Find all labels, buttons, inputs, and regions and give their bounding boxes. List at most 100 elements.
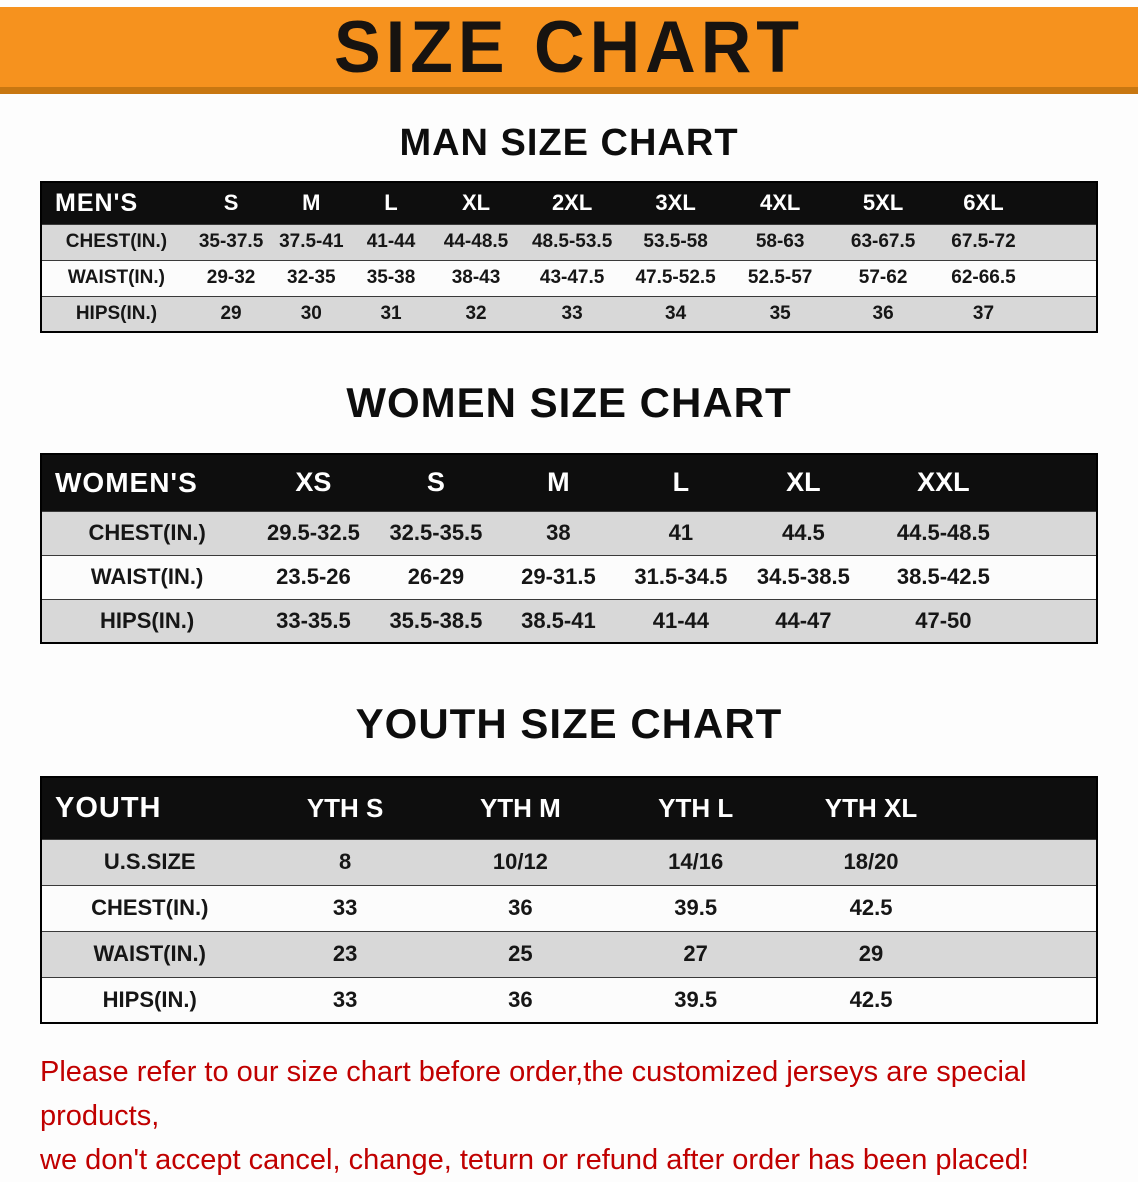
size-value: 52.5-57 (747, 267, 813, 288)
size-column-header: XXL (864, 454, 1097, 511)
size-value: 38-43 (451, 267, 501, 288)
size-value: 42.5 (849, 895, 893, 920)
size-value: 37 (972, 302, 995, 324)
size-column-header: 6XL (934, 182, 1097, 224)
size-column-header: M (497, 454, 620, 511)
size-value: 36 (508, 986, 533, 1012)
size-column-header: YTH S (257, 777, 433, 839)
measurement-label: HIPS(IN.) (100, 607, 195, 633)
size-column-header: L (619, 454, 743, 511)
women-size-chart-heading: WOMEN SIZE CHART (346, 379, 792, 426)
size-value: 18/20 (843, 849, 899, 874)
size-column-header: 4XL (728, 182, 832, 224)
size-value: 32 (465, 302, 487, 324)
size-column-header: YTH M (432, 777, 609, 839)
size-value: 44-48.5 (443, 231, 509, 252)
size-value: 44.5 (781, 520, 825, 545)
size-value: 23.5-26 (276, 564, 351, 589)
size-value: 33-35.5 (276, 607, 351, 633)
size-value: 36 (872, 302, 894, 324)
measurement-row: WAIST(IN.) 23.5-26 26-29 29-31.5 31.5-34.5 34… (41, 555, 1097, 599)
measurement-label: HIPS(IN.) (75, 302, 158, 324)
measurement-label: U.S.SIZE (103, 849, 196, 874)
measurement-row: HIPS(IN.) 29 30 31 32 33 34 35 36 37 (41, 296, 1097, 332)
table-corner-label: MEN'S (41, 182, 191, 224)
measurement-row: CHEST(IN.) 29.5-32.5 32.5-35.5 38 41 44.5 44.5… (41, 511, 1097, 555)
size-value: 35 (769, 302, 791, 324)
order-policy-note: Please refer to our size chart before or… (0, 1050, 1138, 1182)
size-value: 14/16 (668, 849, 724, 874)
size-value: 25 (508, 941, 533, 966)
size-value: 43-47.5 (539, 267, 605, 288)
table-header-row: MEN'S S M L XL 2XL 3XL 4XL 5XL 6XL (41, 182, 1097, 224)
size-value: 33 (332, 986, 358, 1012)
size-column-header: S (190, 182, 272, 224)
size-column-header: L (351, 182, 431, 224)
measurement-label: WAIST(IN.) (93, 941, 206, 966)
table-corner-label: WOMEN'S (41, 454, 253, 511)
size-value: 29-32 (206, 267, 256, 288)
size-chart-content: MAN SIZE CHART MEN'S S M L XL 2XL 3XL 4XL 5XL 6XL… (0, 122, 1138, 1024)
size-value: 31.5-34.5 (634, 564, 728, 589)
measurement-label: WAIST(IN.) (67, 267, 166, 288)
size-column-header: XS (252, 454, 375, 511)
size-value: 41 (668, 520, 694, 545)
size-value: 62-66.5 (951, 267, 1016, 288)
size-value: 35-38 (366, 267, 416, 288)
size-value: 33 (332, 895, 358, 920)
youth-size-table: YOUTH YTH S YTH M YTH L YTH XL U.S.SIZE 8 10/12… (40, 776, 1098, 1024)
size-value: 47-50 (915, 607, 972, 633)
measurement-row: CHEST(IN.) 33 36 39.5 42.5 (41, 885, 1097, 931)
table-corner-label: YOUTH (41, 777, 258, 839)
measurement-row: HIPS(IN.) 33-35.5 35.5-38.5 38.5-41 41-44 44-… (41, 599, 1097, 643)
size-value: 8 (338, 849, 352, 874)
size-value: 32.5-35.5 (389, 520, 483, 545)
size-column-header: 2XL (521, 182, 623, 224)
men-size-table: MEN'S S M L XL 2XL 3XL 4XL 5XL 6XL CHEST(IN.) 35-37… (40, 181, 1098, 333)
size-value: 58-63 (755, 231, 805, 252)
table-header-row: WOMEN'S XS S M L XL XXL (41, 454, 1097, 511)
size-value: 47.5-52.5 (635, 267, 716, 288)
measurement-label: CHEST(IN.) (88, 520, 206, 545)
size-column-header: XL (742, 454, 865, 511)
banner-title: SIZE CHART (334, 6, 804, 88)
size-value: 26-29 (407, 564, 465, 589)
size-value: 38.5-42.5 (896, 564, 990, 589)
measurement-label: CHEST(IN.) (91, 895, 209, 920)
size-value: 48.5-53.5 (531, 231, 613, 252)
size-value: 10/12 (492, 849, 548, 874)
size-value: 34.5-38.5 (756, 564, 850, 589)
size-value: 29-31.5 (521, 564, 596, 589)
size-value: 23 (332, 941, 358, 966)
size-value: 29 (858, 941, 884, 966)
size-value: 38.5-41 (521, 607, 596, 633)
youth-size-chart-heading: YOUTH SIZE CHART (355, 700, 783, 747)
order-policy-line-2: we don't accept cancel, change, teturn o… (40, 1144, 1029, 1176)
size-value: 41-44 (652, 607, 710, 633)
order-policy-line-1: Please refer to our size chart before or… (40, 1056, 1027, 1132)
man-size-chart-heading: MAN SIZE CHART (399, 122, 739, 164)
size-column-header: 5XL (831, 182, 935, 224)
measurement-row: WAIST(IN.) 29-32 32-35 35-38 38-43 43-47.5 47.… (41, 260, 1097, 296)
size-value: 33 (561, 302, 583, 324)
size-value: 37.5-41 (279, 231, 344, 252)
size-value: 38 (546, 520, 571, 545)
table-header-row: YOUTH YTH S YTH M YTH L YTH XL (41, 777, 1097, 839)
size-value: 44-47 (775, 607, 832, 633)
size-value: 35.5-38.5 (389, 607, 483, 633)
size-value: 36 (508, 895, 533, 920)
measurement-label: WAIST(IN.) (90, 564, 204, 589)
size-value: 42.5 (849, 986, 893, 1012)
size-value: 35-37.5 (198, 231, 264, 252)
size-value: 39.5 (674, 986, 718, 1012)
size-column-header: YTH L (608, 777, 784, 839)
size-column-header: M (271, 182, 352, 224)
size-value: 31 (380, 302, 402, 324)
measurement-row: WAIST(IN.) 23 25 27 29 (41, 931, 1097, 977)
measurement-row: CHEST(IN.) 35-37.5 37.5-41 41-44 44-48.5 48.5… (41, 224, 1097, 260)
size-value: 53.5-58 (643, 231, 708, 252)
measurement-label: CHEST(IN.) (65, 231, 168, 252)
size-column-header: S (374, 454, 498, 511)
size-value: 57-62 (858, 267, 908, 288)
size-chart-banner: SIZE CHART (0, 6, 1138, 94)
